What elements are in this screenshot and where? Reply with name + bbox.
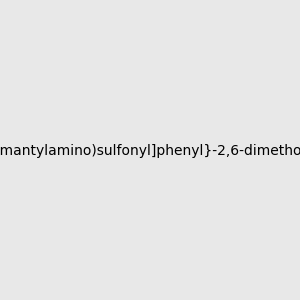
Text: N-{4-[(1-adamantylamino)sulfonyl]phenyl}-2,6-dimethoxybenzamide: N-{4-[(1-adamantylamino)sulfonyl]phenyl}… bbox=[0, 145, 300, 158]
